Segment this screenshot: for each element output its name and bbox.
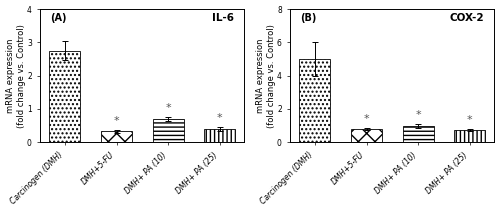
Text: *: *: [416, 110, 421, 120]
Text: *: *: [467, 114, 472, 124]
Bar: [300, 59, 330, 142]
Bar: [101, 131, 132, 142]
Bar: [402, 126, 434, 142]
Bar: [454, 130, 485, 142]
Text: *: *: [114, 116, 119, 126]
Bar: [204, 129, 235, 142]
Text: *: *: [217, 113, 222, 123]
Text: (B): (B): [300, 13, 316, 23]
Y-axis label: mRNA expression
(fold change vs. Control): mRNA expression (fold change vs. Control…: [6, 24, 25, 128]
Y-axis label: mRNA expression
(fold change vs. Control): mRNA expression (fold change vs. Control…: [256, 24, 276, 128]
Text: *: *: [364, 114, 370, 124]
Bar: [351, 129, 382, 142]
Text: *: *: [166, 103, 171, 113]
Text: IL-6: IL-6: [212, 13, 234, 23]
Bar: [152, 119, 184, 142]
Text: (A): (A): [50, 13, 67, 23]
Text: COX-2: COX-2: [450, 13, 484, 23]
Bar: [50, 51, 80, 142]
